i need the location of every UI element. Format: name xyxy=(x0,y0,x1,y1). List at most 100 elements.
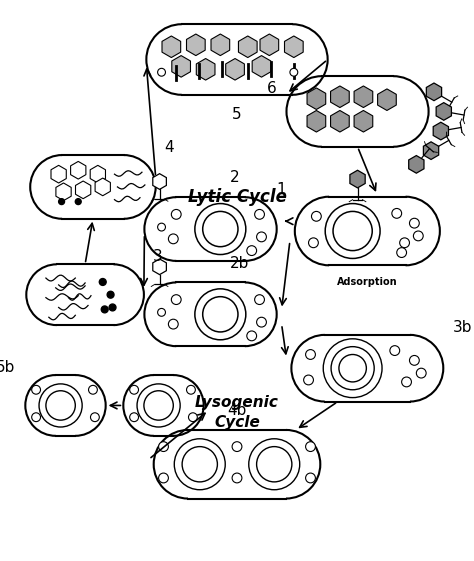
Wedge shape xyxy=(146,24,182,95)
Circle shape xyxy=(130,413,138,422)
Circle shape xyxy=(75,199,81,205)
Circle shape xyxy=(89,385,97,394)
Polygon shape xyxy=(238,36,257,58)
Polygon shape xyxy=(330,86,349,108)
Wedge shape xyxy=(145,197,176,261)
Bar xyxy=(176,197,245,261)
Circle shape xyxy=(306,442,315,452)
Wedge shape xyxy=(286,430,320,499)
Circle shape xyxy=(390,346,400,356)
Circle shape xyxy=(168,319,178,329)
Wedge shape xyxy=(410,335,443,402)
Circle shape xyxy=(182,447,218,482)
Wedge shape xyxy=(406,197,440,265)
Polygon shape xyxy=(196,58,215,80)
Bar xyxy=(57,264,113,325)
Circle shape xyxy=(158,68,165,76)
Bar xyxy=(329,197,406,265)
Wedge shape xyxy=(75,375,106,436)
Circle shape xyxy=(255,209,264,219)
Circle shape xyxy=(413,231,423,241)
Bar xyxy=(154,375,173,436)
Circle shape xyxy=(91,413,100,422)
Wedge shape xyxy=(286,76,322,147)
Polygon shape xyxy=(409,155,424,173)
Polygon shape xyxy=(330,111,349,132)
Bar xyxy=(182,24,292,95)
Polygon shape xyxy=(186,34,205,56)
Circle shape xyxy=(159,442,168,452)
Circle shape xyxy=(195,204,246,255)
Circle shape xyxy=(32,385,40,394)
Polygon shape xyxy=(56,183,71,201)
Polygon shape xyxy=(350,170,365,188)
Wedge shape xyxy=(295,197,329,265)
Circle shape xyxy=(187,385,195,394)
Bar xyxy=(62,155,124,219)
Text: 2: 2 xyxy=(230,171,240,186)
Wedge shape xyxy=(113,264,144,325)
Text: 4: 4 xyxy=(164,140,174,155)
Circle shape xyxy=(400,238,410,247)
Text: 5b: 5b xyxy=(0,360,16,375)
Circle shape xyxy=(331,347,374,390)
Bar xyxy=(322,76,393,147)
Wedge shape xyxy=(292,24,328,95)
Bar xyxy=(176,282,245,346)
Text: 3b: 3b xyxy=(453,320,473,335)
Bar xyxy=(188,430,286,499)
Circle shape xyxy=(256,232,266,242)
Circle shape xyxy=(59,199,64,205)
Circle shape xyxy=(232,473,242,483)
Polygon shape xyxy=(172,56,191,77)
Polygon shape xyxy=(426,83,442,100)
Circle shape xyxy=(325,204,380,259)
Circle shape xyxy=(189,413,197,422)
Polygon shape xyxy=(284,36,303,58)
Text: 6: 6 xyxy=(267,81,277,96)
Polygon shape xyxy=(153,259,166,275)
Wedge shape xyxy=(154,430,188,499)
Wedge shape xyxy=(25,375,56,436)
Text: Lysogenic
Cycle: Lysogenic Cycle xyxy=(195,395,279,430)
Wedge shape xyxy=(26,264,57,325)
Circle shape xyxy=(290,68,298,76)
Polygon shape xyxy=(354,86,373,108)
Circle shape xyxy=(304,375,313,385)
Text: 5: 5 xyxy=(232,107,242,122)
Circle shape xyxy=(232,442,242,452)
Circle shape xyxy=(130,385,138,394)
Polygon shape xyxy=(226,58,245,80)
Text: Lytic Cycle: Lytic Cycle xyxy=(188,188,286,206)
Circle shape xyxy=(323,339,382,398)
Polygon shape xyxy=(354,111,373,132)
Circle shape xyxy=(256,318,266,327)
Circle shape xyxy=(333,211,372,251)
Wedge shape xyxy=(145,282,176,346)
Circle shape xyxy=(392,209,401,218)
Circle shape xyxy=(168,234,178,243)
Polygon shape xyxy=(71,162,86,179)
Circle shape xyxy=(247,331,256,341)
Circle shape xyxy=(249,439,300,490)
Circle shape xyxy=(306,350,315,360)
Circle shape xyxy=(158,223,165,231)
Polygon shape xyxy=(90,165,106,183)
Circle shape xyxy=(203,211,238,247)
Circle shape xyxy=(410,356,419,365)
Text: 4b: 4b xyxy=(228,403,246,418)
Text: 2b: 2b xyxy=(230,256,250,271)
Polygon shape xyxy=(260,34,279,56)
Circle shape xyxy=(107,291,114,298)
Circle shape xyxy=(203,297,238,332)
Circle shape xyxy=(46,391,75,420)
Circle shape xyxy=(109,304,116,311)
Circle shape xyxy=(309,238,319,247)
Circle shape xyxy=(256,447,292,482)
Text: 3: 3 xyxy=(153,249,163,264)
Wedge shape xyxy=(393,76,428,147)
Polygon shape xyxy=(211,34,230,56)
Circle shape xyxy=(101,306,108,313)
Polygon shape xyxy=(423,142,438,159)
Circle shape xyxy=(311,211,321,221)
